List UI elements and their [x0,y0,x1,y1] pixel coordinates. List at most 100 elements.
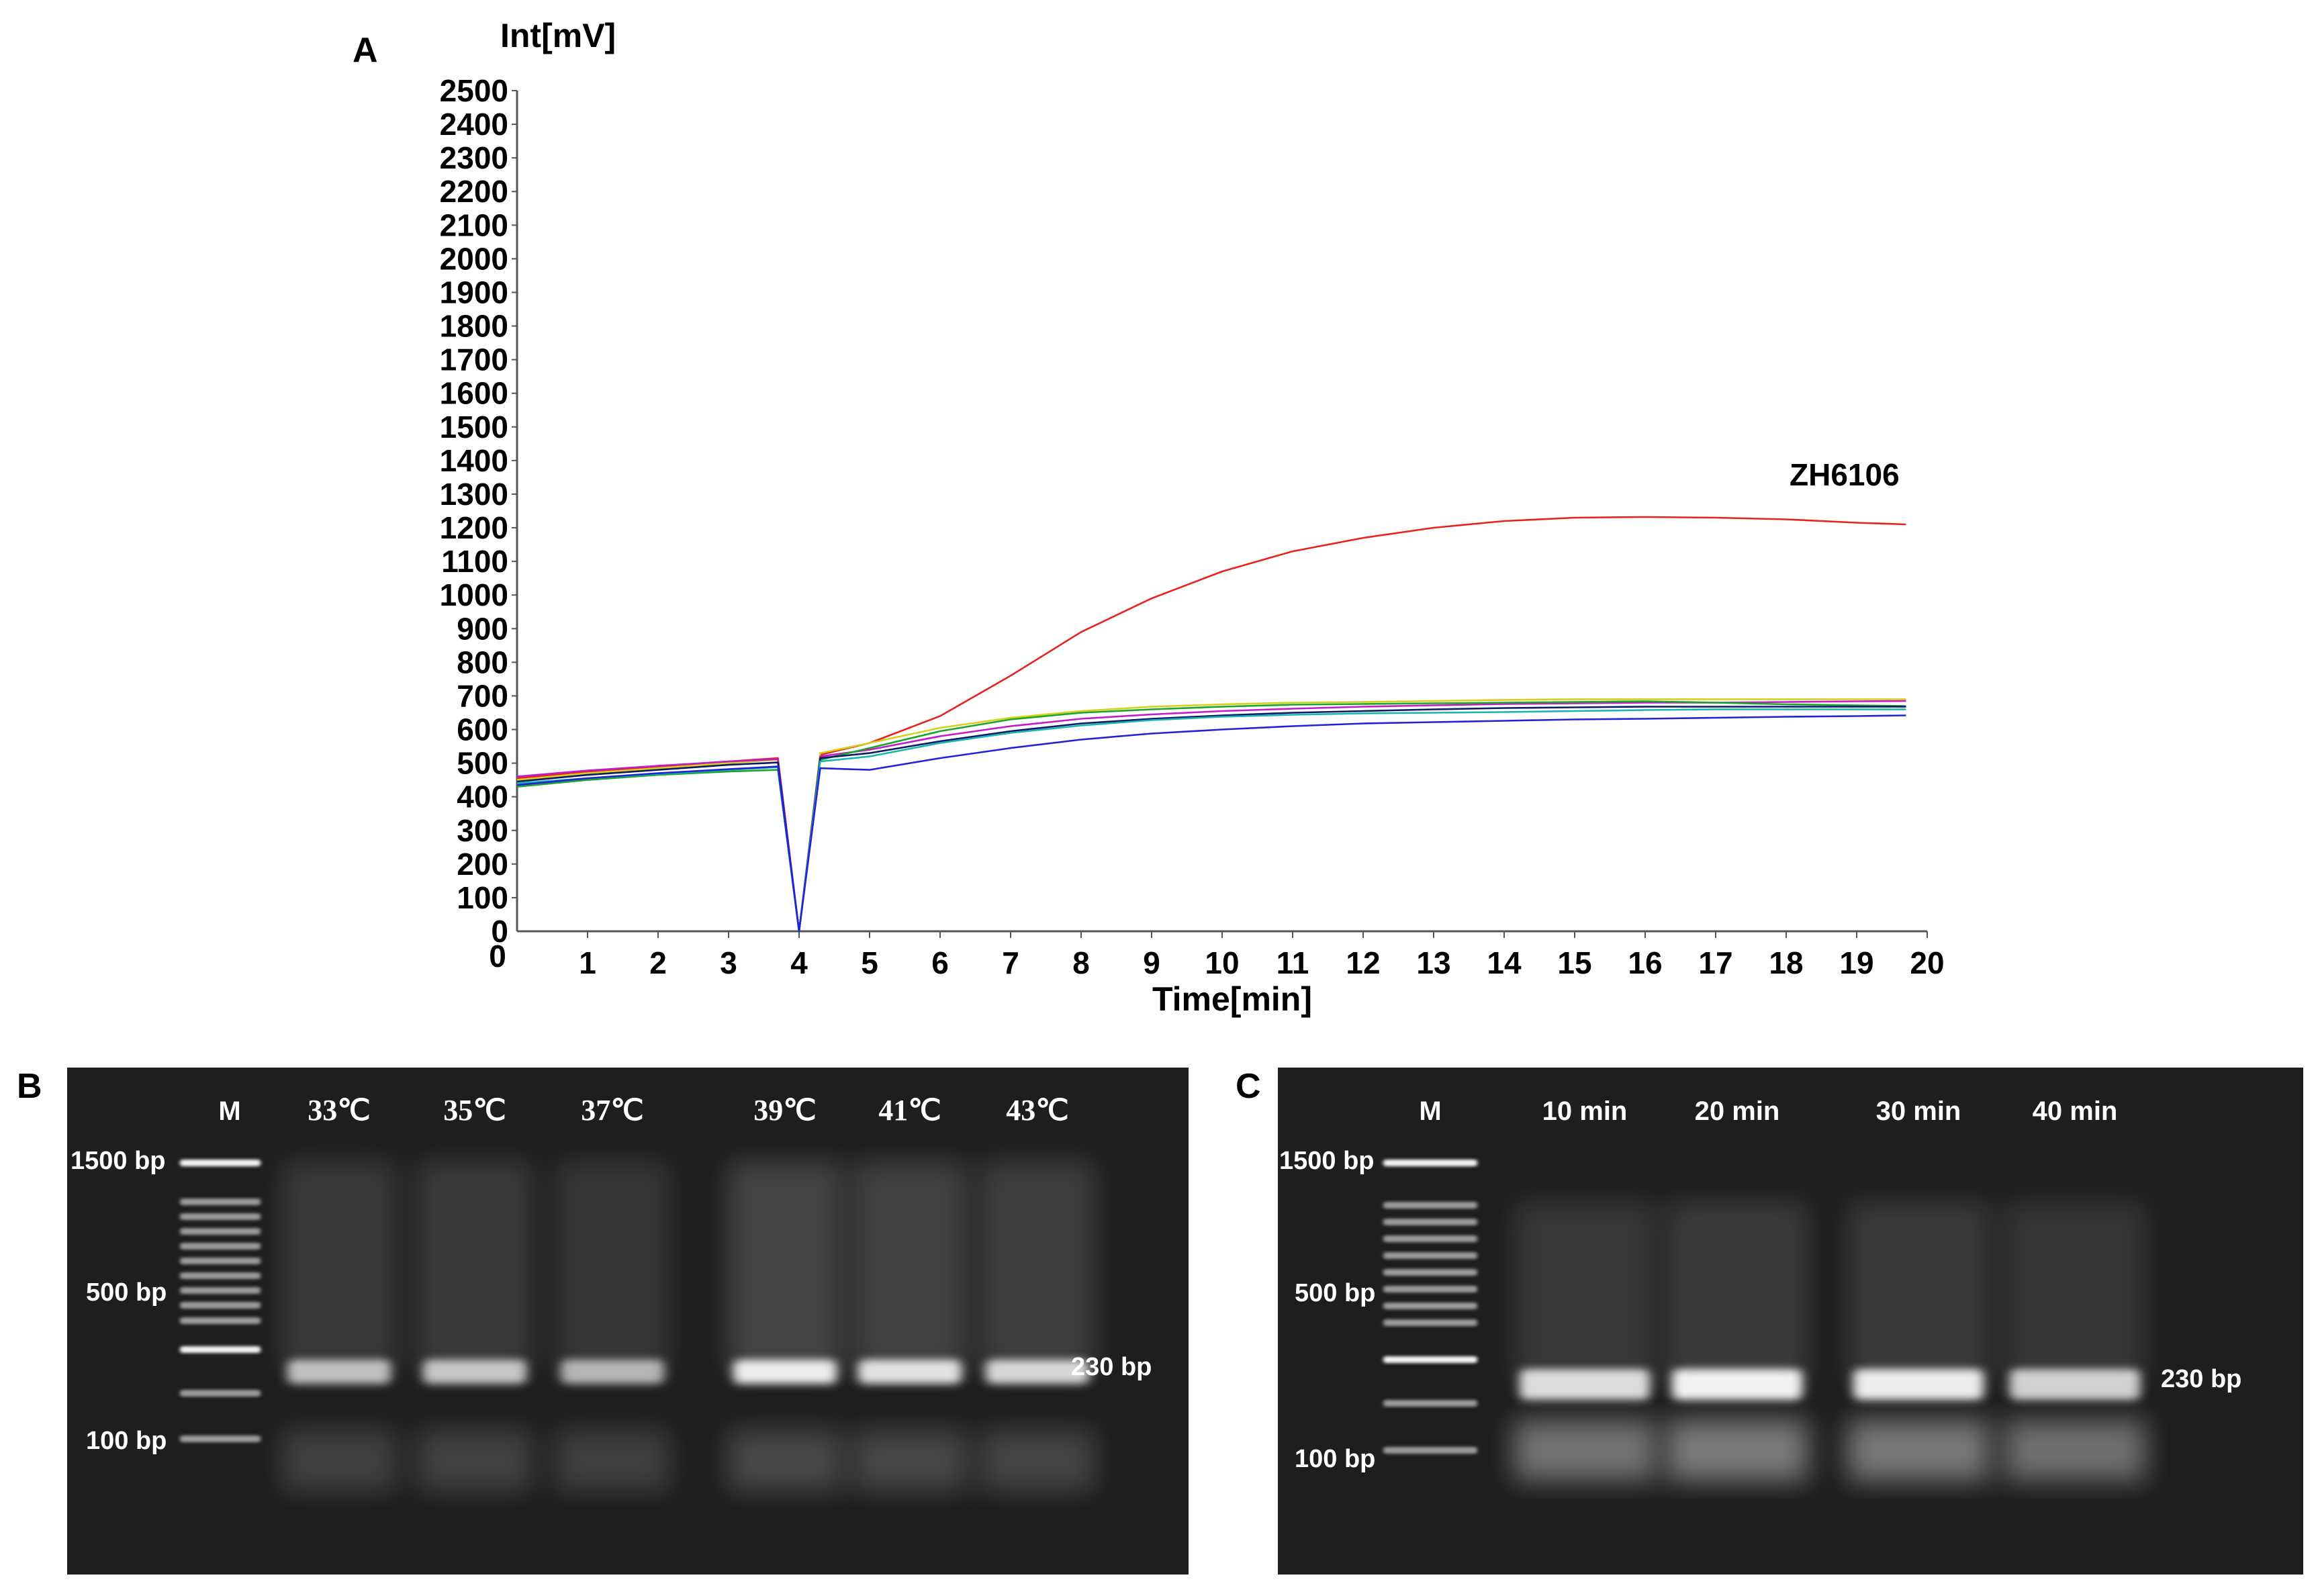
gel-b-lane-labels: 33℃ 35℃ 37℃ 39℃ 41℃ 43℃ [308,1094,1068,1127]
panel-c-gel: C M 10 min 20 min 30 min 40 min 1500 bp 500… [1236,1067,2303,1575]
y-tick-label: 600 [457,712,508,747]
x-tick-label: 16 [1628,945,1662,980]
ladder-band [1383,1319,1477,1326]
y-tick-label: 2300 [440,140,508,175]
ladder-band [1383,1356,1477,1363]
lane-smear [1667,1202,1808,1384]
ladder-band [180,1346,261,1353]
gel-b-ladder-1500: 1500 bp [71,1147,166,1175]
x-tick-label: 1 [579,945,596,980]
lane-lower-haze [728,1430,842,1491]
y-tick-label: 400 [457,780,508,814]
lane-product-band [858,1360,962,1384]
x-tick-label: 12 [1346,945,1380,980]
lane-product-band [287,1360,391,1384]
x-ticks: 0 1 2 3 4 5 6 7 8 9 10 11 12 13 14 15 16 17 18 19 20 [489,931,1945,980]
series-lines [516,516,1906,933]
x-tick-label: 6 [931,945,949,980]
lane-smear [418,1162,532,1372]
ladder-band [180,1287,261,1294]
y-axis-title: Int[mV] [500,17,616,54]
gel-c-lane-label: 20 min [1695,1096,1780,1126]
lane-smear [980,1162,1095,1372]
lane-smear [282,1162,396,1372]
lane-lower-haze [555,1430,669,1491]
ladder-band [180,1258,261,1264]
ladder-band [180,1302,261,1309]
series-annotation-zh6106: ZH6106 [1790,457,1900,492]
gel-c-ladder-1500: 1500 bp [1279,1147,1375,1175]
ladder-band [180,1228,261,1235]
ladder-band [180,1243,261,1250]
ladder-band [180,1436,261,1442]
gel-b-lane-label: 37℃ [581,1094,643,1127]
series-line-negative-magenta [516,700,1906,933]
y-tick-label: 300 [457,813,508,848]
lane-lower-haze [418,1430,532,1491]
x-tick-label: 4 [790,945,808,980]
gel-b-ladder-100: 100 bp [86,1427,167,1455]
y-tick-label: 2400 [440,107,508,142]
y-tick-label: 1700 [440,342,508,377]
x-tick-label: 17 [1698,945,1732,980]
series-line-zh6106 [516,516,1906,933]
lane-lower-haze [980,1430,1095,1491]
panel-c-letter: C [1236,1067,1261,1106]
ladder-band [1383,1286,1477,1293]
lane-lower-haze [1514,1420,1655,1481]
gel-b-marker-label: M [218,1096,240,1126]
lane-smear [853,1162,967,1372]
x-tick-label: 5 [861,945,878,980]
ladder-band [180,1317,261,1324]
gel-c-content [1383,1160,2145,1481]
x-tick-label: 3 [720,945,737,980]
y-tick-label: 1000 [440,577,508,612]
lane-product-band [561,1360,664,1384]
y-tick-label: 2100 [440,207,508,242]
series-line-negative-navy [516,706,1906,933]
y-tick-label: 100 [457,880,508,915]
gel-b-lane-label: 33℃ [308,1094,370,1127]
lane-product-band [986,1360,1089,1384]
ladder-band [1383,1447,1477,1454]
y-tick-label: 2000 [440,241,508,276]
y-tick-label: 500 [457,746,508,781]
gel-c-product-label: 230 bp [2161,1365,2241,1393]
panel-a-line-chart: A Int[mV] 010020030040050060070080090010… [353,17,1945,1018]
lane-smear [728,1162,842,1372]
ladder-band [1383,1202,1477,1209]
lane-product-band [2010,1369,2140,1400]
x-axis-title: Time[min] [1152,980,1312,1018]
lane-product-band [1520,1369,1650,1400]
lane-lower-haze [282,1430,396,1491]
x-tick-label: 2 [649,945,667,980]
x-tick-label: 19 [1839,945,1873,980]
x-tick-label: 0 [489,939,506,974]
ladder-band [1383,1303,1477,1309]
ladder-band [180,1213,261,1220]
y-tick-label: 1600 [440,376,508,411]
lane-product-band [1853,1369,1984,1400]
series-line-negative-yellow [516,698,1906,933]
lane-lower-haze [1848,1420,1989,1481]
panel-b-gel: B M 33℃ 35℃ 37℃ 39℃ 41℃ 43℃ 1500 bp 500 bp 10… [17,1067,1189,1575]
gel-b-product-label: 230 bp [1071,1353,1152,1381]
ladder-band [180,1272,261,1279]
y-tick-label: 1100 [441,544,508,579]
y-tick-label: 1200 [440,510,508,545]
panel-a-letter: A [353,31,378,70]
lane-smear [2004,1202,2145,1384]
gel-c-lane-label: 30 min [1876,1096,1961,1126]
y-tick-label: 200 [457,847,508,882]
x-tick-label: 14 [1487,945,1522,980]
lane-lower-haze [853,1430,967,1491]
ladder-band [1383,1269,1477,1276]
ladder-band [180,1199,261,1205]
y-ticks: 0100200300400500600700800900100011001200… [440,73,517,949]
ladder-band [180,1390,261,1397]
lane-product-band [423,1360,526,1384]
gel-b-lane-label: 43℃ [1006,1094,1068,1127]
x-tick-label: 20 [1910,945,1944,980]
y-tick-label: 1800 [440,309,508,344]
